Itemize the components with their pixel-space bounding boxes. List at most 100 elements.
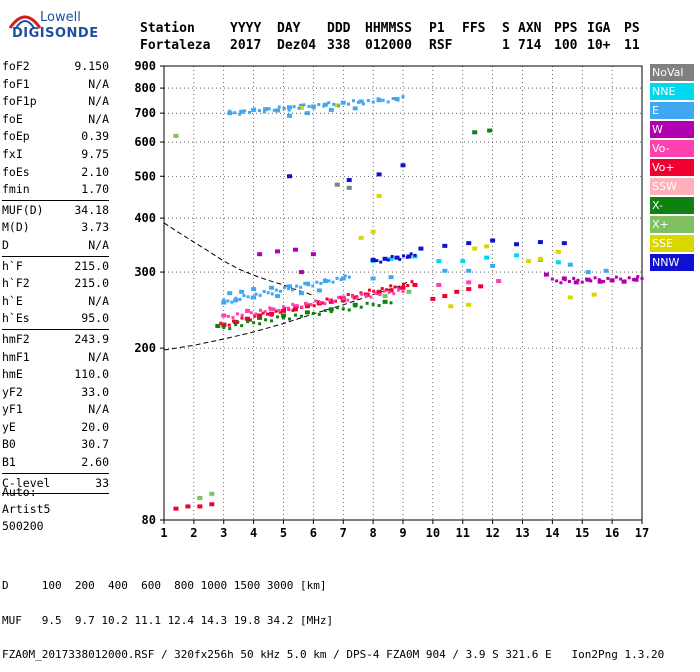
echo-trace-nnw-band <box>379 260 383 264</box>
echo-point-nnw <box>418 246 424 251</box>
echo-trace-e-lower <box>226 299 230 303</box>
echo-trace-e-lower <box>311 284 315 288</box>
echo-point-e <box>239 289 245 294</box>
echo-point-sse <box>370 229 376 234</box>
echo-trace-vo-plus <box>249 318 253 322</box>
param-row: foE N/A <box>2 111 109 129</box>
echo-trace-e-upper <box>307 104 311 108</box>
echo-trace-w-band <box>593 276 597 280</box>
echo-point-nne <box>484 255 490 260</box>
echo-point-sse <box>567 295 573 300</box>
echo-point-sse <box>358 235 364 240</box>
echo-trace-vo-minus <box>378 293 382 297</box>
echo-trace-w-band <box>572 276 576 280</box>
tick-label-x: 5 <box>280 526 287 540</box>
echo-trace-x-minus <box>335 306 339 310</box>
echo-point-sse <box>466 302 472 307</box>
echo-point-vo- <box>197 504 203 509</box>
tick-label-x: 2 <box>190 526 197 540</box>
echo-trace-vo-minus <box>231 316 235 320</box>
tick-label-x: 10 <box>426 526 440 540</box>
echo-trace-vo-plus <box>312 304 316 308</box>
echo-point-vo- <box>257 313 263 318</box>
legend-item-vo-: Vo+ <box>650 159 694 176</box>
param-key: MUF(D) <box>2 202 44 217</box>
param-row: foF1p N/A <box>2 93 109 111</box>
echo-point-vo- <box>430 296 436 301</box>
echo-trace-e-lower <box>335 276 339 280</box>
param-value: 110.0 <box>74 367 109 382</box>
header-value-cell: RSF <box>429 38 453 53</box>
footer-file-row: FZA0M_2017338012000.RSF / 320fx256h 50 k… <box>2 648 665 661</box>
tick-label-y: 200 <box>134 341 156 355</box>
echo-point-nne <box>388 256 394 261</box>
echo-trace-x-minus <box>365 301 369 305</box>
echo-trace-vo-minus <box>332 299 336 303</box>
echo-trace-vo-minus <box>259 308 263 312</box>
echo-point-sse <box>525 259 531 264</box>
param-value: 0.39 <box>81 129 109 144</box>
echo-trace-w-band <box>585 277 589 281</box>
echo-point-e <box>352 106 358 111</box>
echo-trace-x-minus <box>329 310 333 314</box>
param-key: yF2 <box>2 384 23 399</box>
param-key: yF1 <box>2 402 23 417</box>
echo-trace-e-upper <box>386 100 390 104</box>
echo-trace-vo-plus <box>244 317 248 321</box>
param-row: fmin 1.70 <box>2 181 109 199</box>
echo-point-x- <box>328 307 334 312</box>
echo-trace-vo-plus <box>291 308 295 312</box>
param-key: hmE <box>2 367 23 382</box>
echo-trace-vo-minus <box>291 302 295 306</box>
echo-point-nne <box>555 260 561 265</box>
param-value: 3.73 <box>81 220 109 235</box>
echo-point-vo- <box>466 280 472 285</box>
tick-label-x: 7 <box>340 526 347 540</box>
tick-label-y: 800 <box>134 81 156 95</box>
param-value: 2.60 <box>81 455 109 470</box>
echo-point-nnw <box>406 254 412 259</box>
echo-trace-w-band <box>627 276 631 280</box>
echo-trace-e-upper <box>327 101 331 105</box>
echo-trace-vo-plus <box>393 285 397 289</box>
footer-muf-row: MUF 9.5 9.7 10.2 11.1 12.4 14.3 19.8 34.… <box>2 613 334 627</box>
digisonde-logo: Lowell DIGISONDE <box>6 8 116 44</box>
echo-trace-nnw-band <box>405 255 409 259</box>
echo-trace-e-lower <box>307 283 311 287</box>
echo-trace-x-minus <box>347 308 351 312</box>
echo-trace-x-minus <box>264 318 268 322</box>
echo-trace-e-lower <box>266 291 270 295</box>
echo-trace-e-lower <box>327 279 331 283</box>
param-row: MUF(D) 34.18 <box>2 202 109 220</box>
echo-trace-e-upper <box>272 108 276 112</box>
echo-trace-e-upper <box>322 104 326 108</box>
echo-trace-x-minus <box>276 315 280 319</box>
echo-trace-vo-minus <box>245 309 249 313</box>
echo-point-noval <box>334 182 340 187</box>
echo-point-e <box>490 263 496 268</box>
echo-trace-vo-minus <box>309 303 313 307</box>
param-separator <box>2 255 109 257</box>
echo-trace-e-upper <box>317 103 321 107</box>
tick-label-y: 900 <box>134 59 156 73</box>
echo-trace-x-minus <box>371 302 375 306</box>
echo-trace-vo-minus <box>346 298 350 302</box>
tick-label-y: 500 <box>134 169 156 183</box>
echo-trace-w-band <box>619 277 623 281</box>
echo-trace-vo-plus <box>367 288 371 292</box>
echo-point-w <box>298 270 304 275</box>
echo-trace-vo-plus <box>219 321 223 325</box>
echo-trace-vo-plus <box>329 298 333 302</box>
echo-trace-e-lower <box>258 293 262 297</box>
echo-trace-vo-minus <box>236 312 240 316</box>
param-value: 20.0 <box>81 419 109 434</box>
param-row: C-level 33 <box>2 475 109 493</box>
echo-point-e <box>227 111 233 116</box>
echo-trace-vo-plus <box>240 316 244 320</box>
param-key: h`E <box>2 293 23 308</box>
echo-trace-vo-plus <box>325 297 329 301</box>
echo-trace-x-minus <box>305 310 309 314</box>
echo-trace-vo-minus <box>387 290 391 294</box>
header-value-cell: 100 <box>554 38 578 53</box>
echo-trace-vo-plus <box>236 320 240 324</box>
